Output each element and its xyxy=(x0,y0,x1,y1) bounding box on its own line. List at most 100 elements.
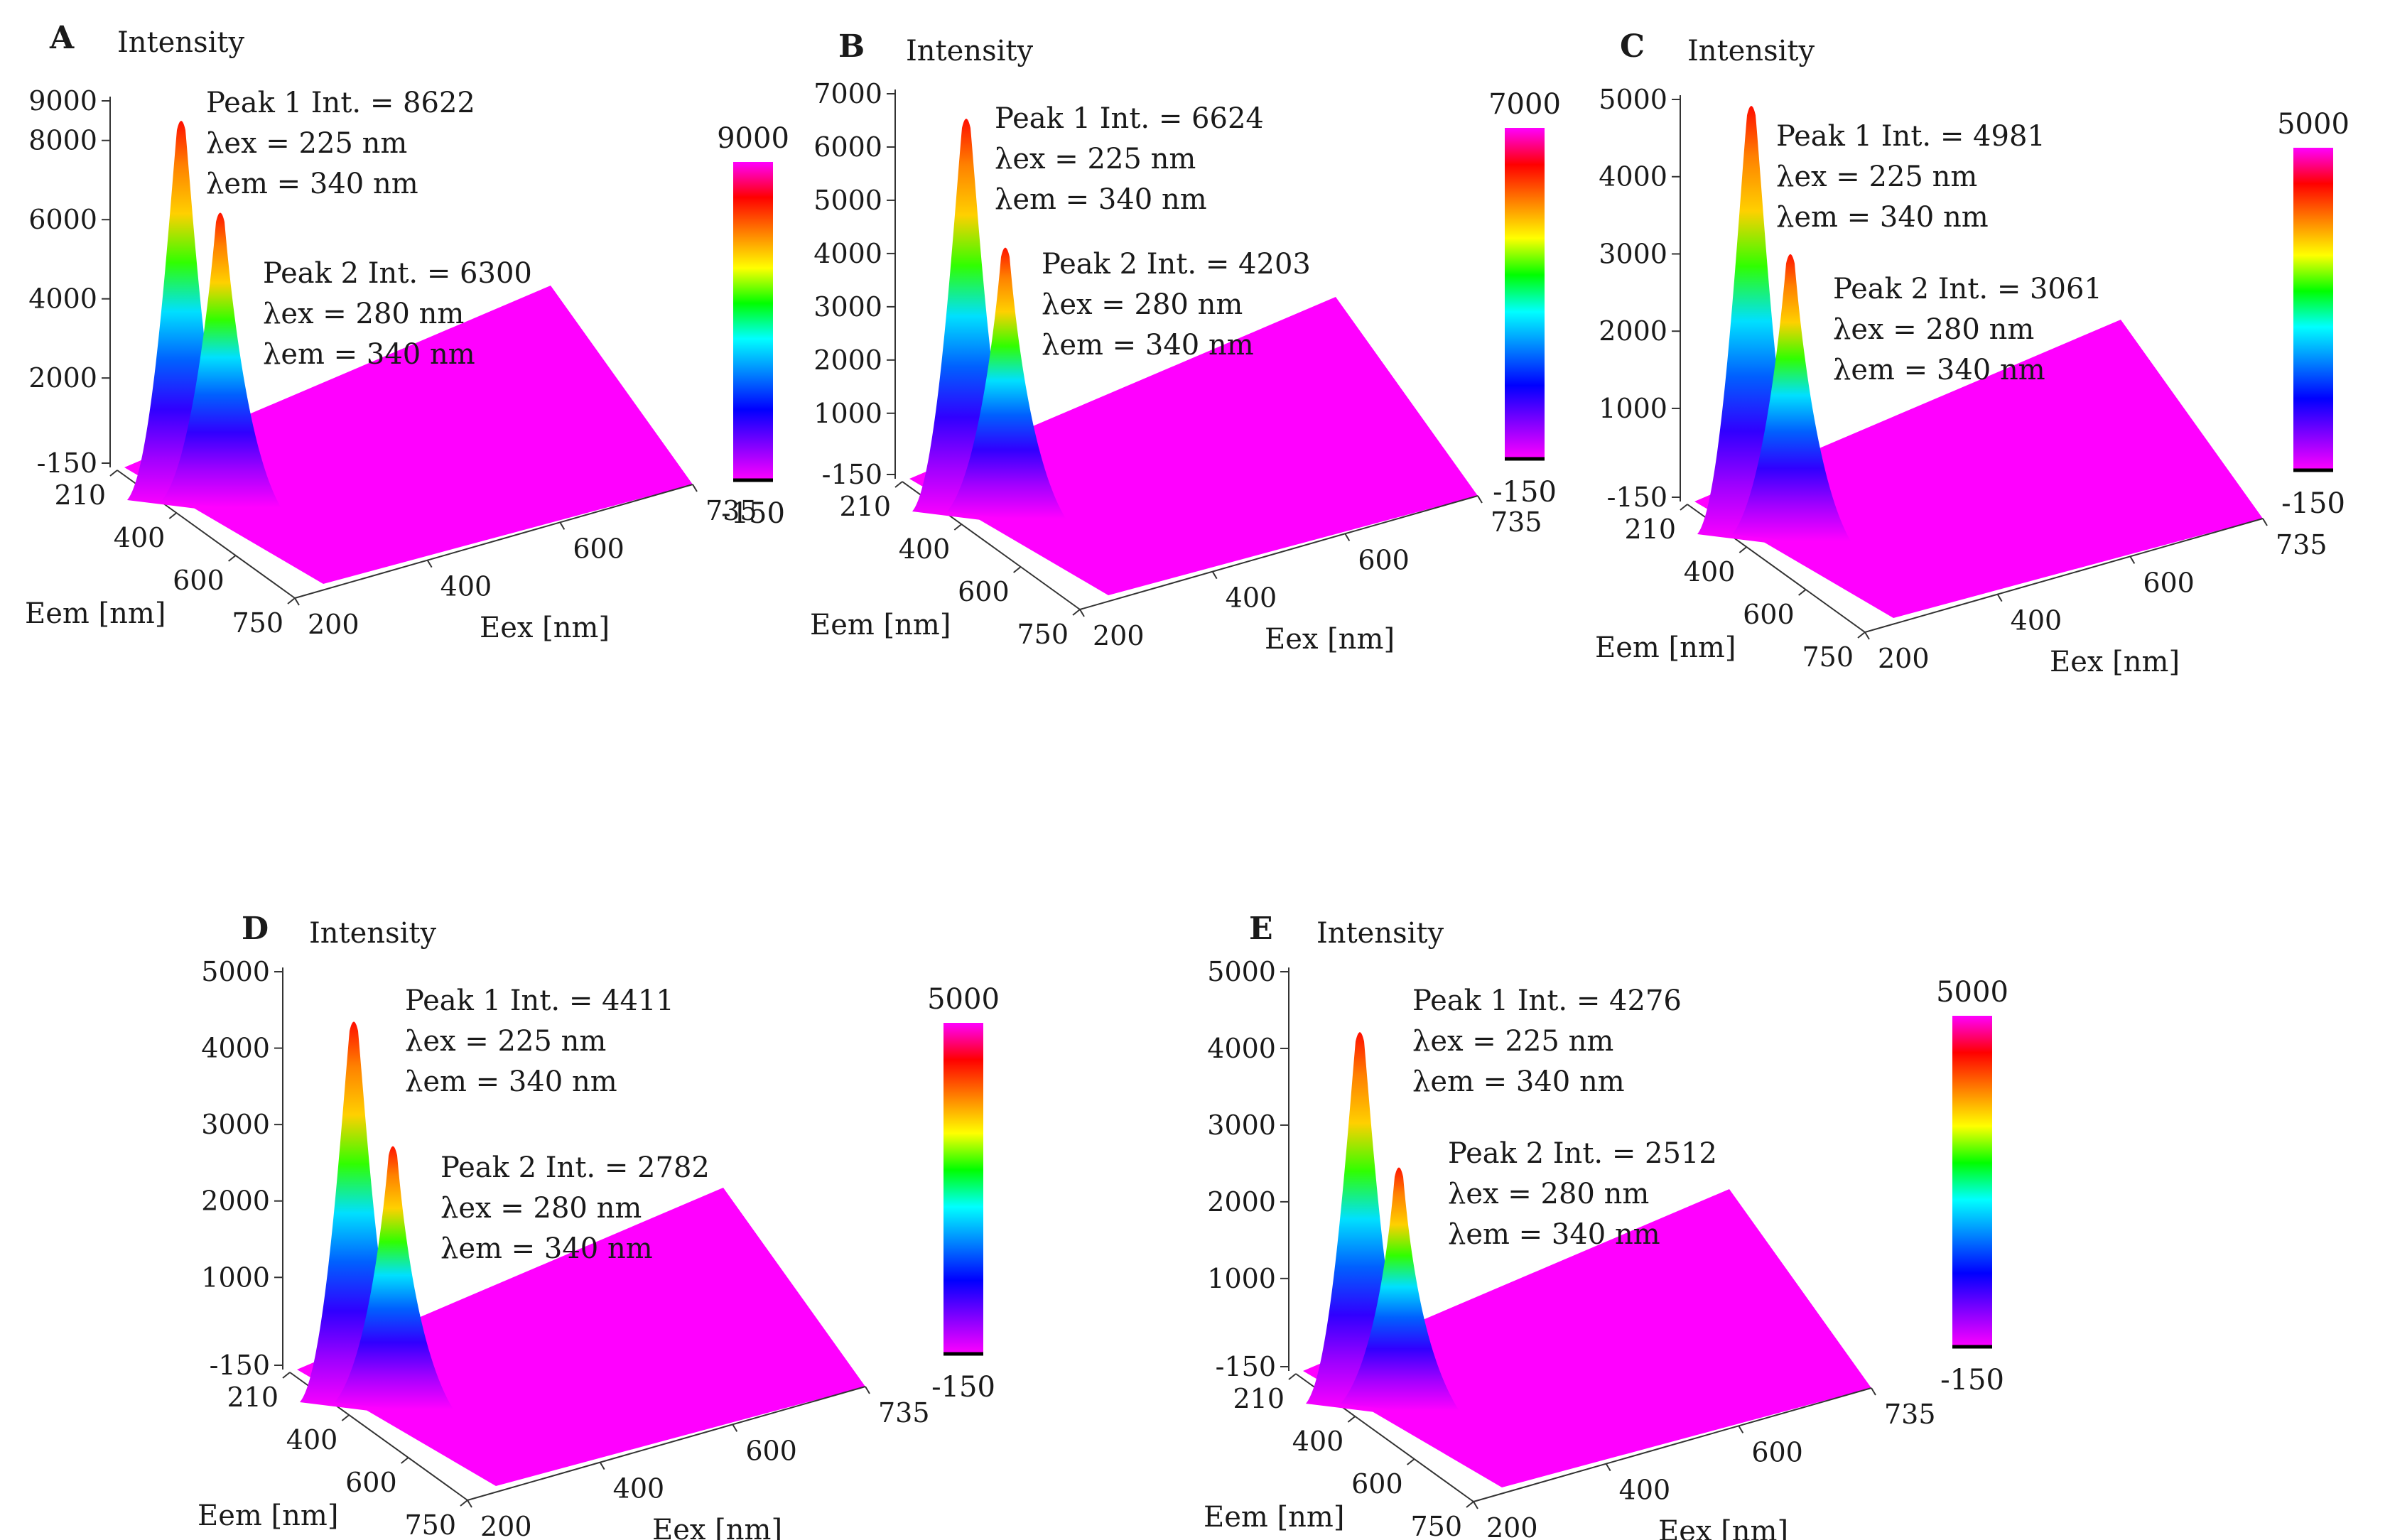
peak-1-label: Peak 1 Int. = 4981 xyxy=(1776,120,2045,153)
ex-tick-label: 200 xyxy=(1878,643,1930,674)
colorbar-max-label: 5000 xyxy=(2277,108,2350,141)
em-tick-mark xyxy=(460,1500,468,1507)
colorbar-min-label: -150 xyxy=(1940,1364,2004,1397)
z-tick-label: 3000 xyxy=(813,291,882,322)
z-tick-label: 3000 xyxy=(1599,238,1667,269)
z-tick-label: 1000 xyxy=(1599,393,1667,424)
ex-tick-mark xyxy=(426,560,433,568)
peak-1-em: λem = 340 nm xyxy=(1776,201,1989,234)
ex-tick-mark xyxy=(1864,631,1870,640)
em-tick-mark xyxy=(109,470,118,477)
ex-tick-label: 400 xyxy=(440,571,492,602)
peak-2-label: Peak 2 Int. = 2782 xyxy=(440,1151,710,1184)
peak-2-em: λem = 340 nm xyxy=(1448,1218,1660,1251)
em-axis-title: Eem [nm] xyxy=(1595,631,1736,664)
z-tick-label: 2000 xyxy=(201,1186,270,1217)
em-tick-label: 400 xyxy=(114,522,166,553)
peak-2-mountain xyxy=(162,212,286,514)
ex-tick-mark xyxy=(732,1424,738,1432)
panel-letter: A xyxy=(49,20,75,56)
colorbar xyxy=(733,162,773,480)
em-axis-title: Eem [nm] xyxy=(25,597,166,630)
z-tick-label: 2000 xyxy=(813,345,882,376)
peak-1-ex: λex = 225 nm xyxy=(995,143,1196,175)
z-tick-label: 2000 xyxy=(1599,315,1667,347)
z-tick-label: 3000 xyxy=(1207,1110,1276,1141)
z-tick-label: 3000 xyxy=(201,1109,270,1140)
ex-axis-line xyxy=(294,484,693,599)
z-tick-label: 4000 xyxy=(28,283,97,315)
z-tick-label: 6000 xyxy=(813,131,882,163)
peak-1-ex: λex = 225 nm xyxy=(206,127,407,160)
panel-a: A Intensity90008000600040002000-150210400… xyxy=(25,20,789,644)
peak-1-label: Peak 1 Int. = 4411 xyxy=(405,985,674,1017)
ex-tick-label: 735 xyxy=(705,495,757,526)
z-axis-title: Intensity xyxy=(117,26,244,59)
ex-tick-label: 600 xyxy=(2143,567,2195,598)
ex-tick-mark xyxy=(1605,1463,1611,1472)
z-tick-label: 5000 xyxy=(1207,956,1276,987)
ex-axis-title: Eex [nm] xyxy=(480,612,610,644)
em-tick-mark xyxy=(1288,1373,1297,1380)
ex-tick-label: 400 xyxy=(613,1473,665,1504)
z-tick-label: 6000 xyxy=(28,204,97,235)
em-axis-title: Eem [nm] xyxy=(1204,1501,1344,1534)
ex-axis-title: Eex [nm] xyxy=(2050,646,2180,678)
z-tick-label: 5000 xyxy=(813,185,882,216)
peak-1-ex: λex = 225 nm xyxy=(1776,161,1977,193)
peak-1-label: Peak 1 Int. = 6624 xyxy=(995,102,1264,135)
z-tick-label: 7000 xyxy=(813,78,882,109)
peak-2-ex: λex = 280 nm xyxy=(1833,313,2034,346)
z-tick-label: -150 xyxy=(1216,1351,1276,1382)
em-tick-mark xyxy=(341,1414,350,1421)
em-tick-mark xyxy=(168,512,177,519)
peak-2-mountain xyxy=(335,1146,458,1416)
z-tick-label: 4000 xyxy=(1207,1033,1276,1064)
ex-tick-label: 200 xyxy=(480,1511,532,1540)
peak-1-em: λem = 340 nm xyxy=(405,1065,617,1098)
ex-tick-label: 400 xyxy=(1619,1475,1671,1506)
peak-1-label: Peak 1 Int. = 8622 xyxy=(206,87,475,119)
colorbar xyxy=(2293,148,2333,470)
ex-axis-line xyxy=(1864,518,2264,633)
em-tick-mark xyxy=(1347,1416,1356,1423)
ex-tick-label: 600 xyxy=(1358,544,1410,575)
em-tick-mark xyxy=(1798,589,1807,596)
peak-2-label: Peak 2 Int. = 4203 xyxy=(1042,248,1311,281)
colorbar-min-label: -150 xyxy=(721,497,785,530)
ex-tick-mark xyxy=(1738,1425,1744,1433)
em-tick-mark xyxy=(1857,631,1866,639)
peak-2-label: Peak 2 Int. = 3061 xyxy=(1833,273,2102,305)
ex-tick-mark xyxy=(1211,571,1218,580)
colorbar-max-label: 7000 xyxy=(1488,88,1561,121)
em-tick-mark xyxy=(1680,504,1688,511)
ex-tick-mark xyxy=(2262,518,2268,526)
em-tick-label: 600 xyxy=(173,565,225,596)
peak-2-label: Peak 2 Int. = 2512 xyxy=(1448,1137,1717,1170)
ex-tick-label: 200 xyxy=(308,609,359,640)
z-tick-label: -150 xyxy=(1607,482,1667,513)
z-tick-label: 8000 xyxy=(28,125,97,156)
peak-1-label: Peak 1 Int. = 4276 xyxy=(1412,985,1682,1017)
z-tick-label: 5000 xyxy=(201,956,270,987)
em-tick-mark xyxy=(228,555,237,562)
z-tick-label: -150 xyxy=(822,459,882,490)
ex-tick-label: 600 xyxy=(1751,1436,1803,1468)
z-tick-label: 4000 xyxy=(201,1033,270,1064)
em-tick-label: 210 xyxy=(1624,514,1676,545)
em-tick-label: 210 xyxy=(227,1382,279,1413)
ex-tick-label: 735 xyxy=(2276,529,2327,560)
ex-axis-line xyxy=(1079,495,1478,610)
panel-letter: B xyxy=(838,28,865,65)
ex-tick-mark xyxy=(599,1462,605,1470)
em-tick-label: 400 xyxy=(899,533,951,565)
ex-tick-label: 600 xyxy=(573,533,624,564)
peak-2-em: λem = 340 nm xyxy=(1833,354,2045,386)
em-tick-label: 210 xyxy=(1233,1383,1285,1414)
panel-e: E Intensity50004000300020001000-150210400… xyxy=(1204,911,2008,1540)
z-tick-label: 9000 xyxy=(28,85,97,116)
em-tick-mark xyxy=(1013,566,1022,573)
colorbar-max-label: 9000 xyxy=(717,122,789,155)
peak-2-label: Peak 2 Int. = 6300 xyxy=(263,257,532,290)
